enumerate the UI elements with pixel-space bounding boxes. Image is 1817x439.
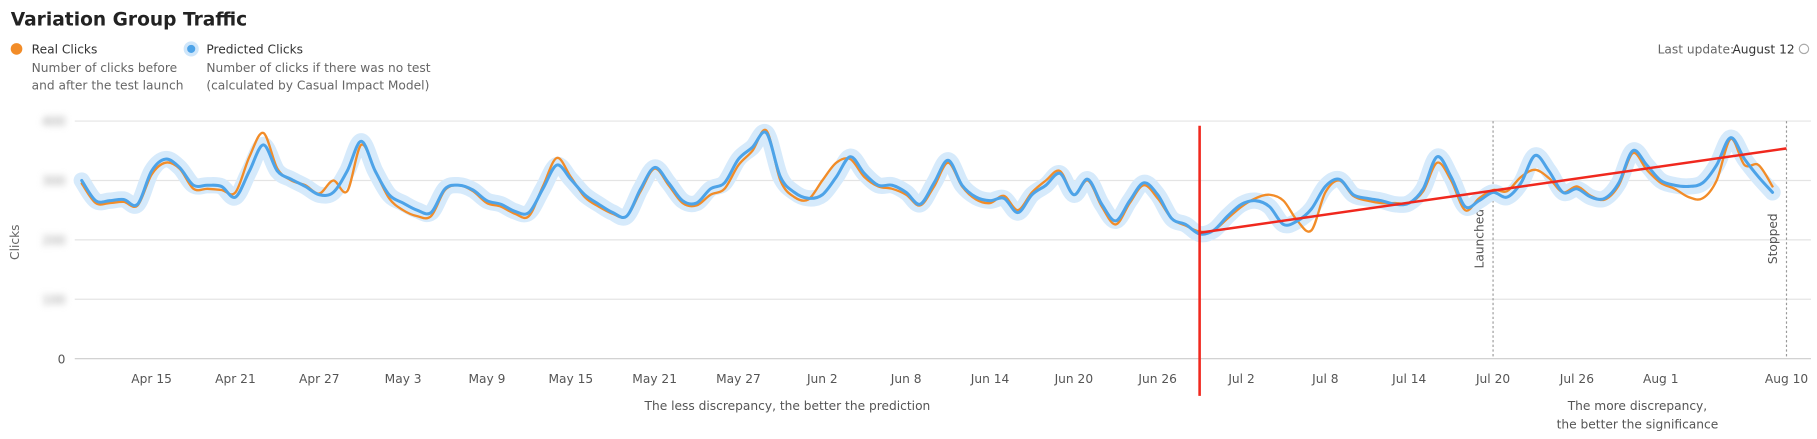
x-tick-label: Jul 8 — [1311, 372, 1338, 386]
y-tick-label: 300 — [42, 174, 65, 188]
y-tick-label: 0 — [58, 352, 66, 366]
info-icon[interactable] — [1798, 43, 1810, 55]
x-tick-label: Jun 14 — [970, 372, 1010, 386]
legend-description: Number of clicks if there was no test — [206, 61, 430, 75]
y-axis-label: Clicks — [8, 224, 22, 259]
x-tick-label: May 15 — [548, 372, 593, 386]
x-tick-label: Jun 26 — [1137, 372, 1177, 386]
x-tick-label: May 27 — [716, 372, 761, 386]
legend-label: Predicted Clicks — [206, 43, 303, 57]
x-tick-label: Apr 15 — [131, 372, 172, 386]
x-tick-label: Aug 1 — [1643, 372, 1679, 386]
x-tick-label: Jul 20 — [1475, 372, 1510, 386]
y-tick-label: 200 — [42, 234, 65, 248]
title: Variation Group Traffic — [11, 10, 247, 31]
legend-description: (calculated by Casual Impact Model) — [206, 79, 429, 93]
note: the better the significance — [1557, 418, 1719, 432]
trend-line — [1199, 147, 1787, 235]
last-update-label: Last update: — [1658, 43, 1735, 57]
legend-marker — [10, 43, 23, 55]
legend-label: Real Clicks — [32, 43, 98, 57]
x-tick-label: Jul 14 — [1391, 372, 1426, 386]
x-tick-label: May 21 — [632, 372, 677, 386]
note: The more discrepancy, — [1567, 399, 1707, 413]
x-tick-label: Apr 21 — [215, 372, 256, 386]
y-tick-label: 400 — [42, 115, 65, 129]
x-tick-label: Jun 20 — [1054, 372, 1094, 386]
x-tick-label: May 9 — [469, 372, 506, 386]
marker-label: Launched — [1473, 209, 1487, 269]
confidence-band — [73, 123, 1781, 243]
x-tick-label: Jul 26 — [1559, 372, 1594, 386]
x-tick-label: Jun 8 — [890, 372, 922, 386]
x-tick-label: Apr 27 — [299, 372, 340, 386]
series-line — [80, 130, 1775, 236]
legend-marker — [183, 41, 199, 57]
note: The less discrepancy, the better the pre… — [643, 399, 930, 413]
marker-label: Stopped — [1766, 213, 1780, 264]
x-tick-label: Jun 2 — [806, 372, 838, 386]
y-tick-label: 100 — [42, 293, 65, 307]
x-tick-label: Aug 10 — [1765, 372, 1808, 386]
x-tick-label: Jul 2 — [1227, 372, 1254, 386]
last-update: August 12 — [1732, 43, 1794, 57]
x-tick-label: May 3 — [385, 372, 422, 386]
legend-description: and after the test launch — [32, 79, 184, 93]
legend-description: Number of clicks before — [32, 61, 178, 75]
